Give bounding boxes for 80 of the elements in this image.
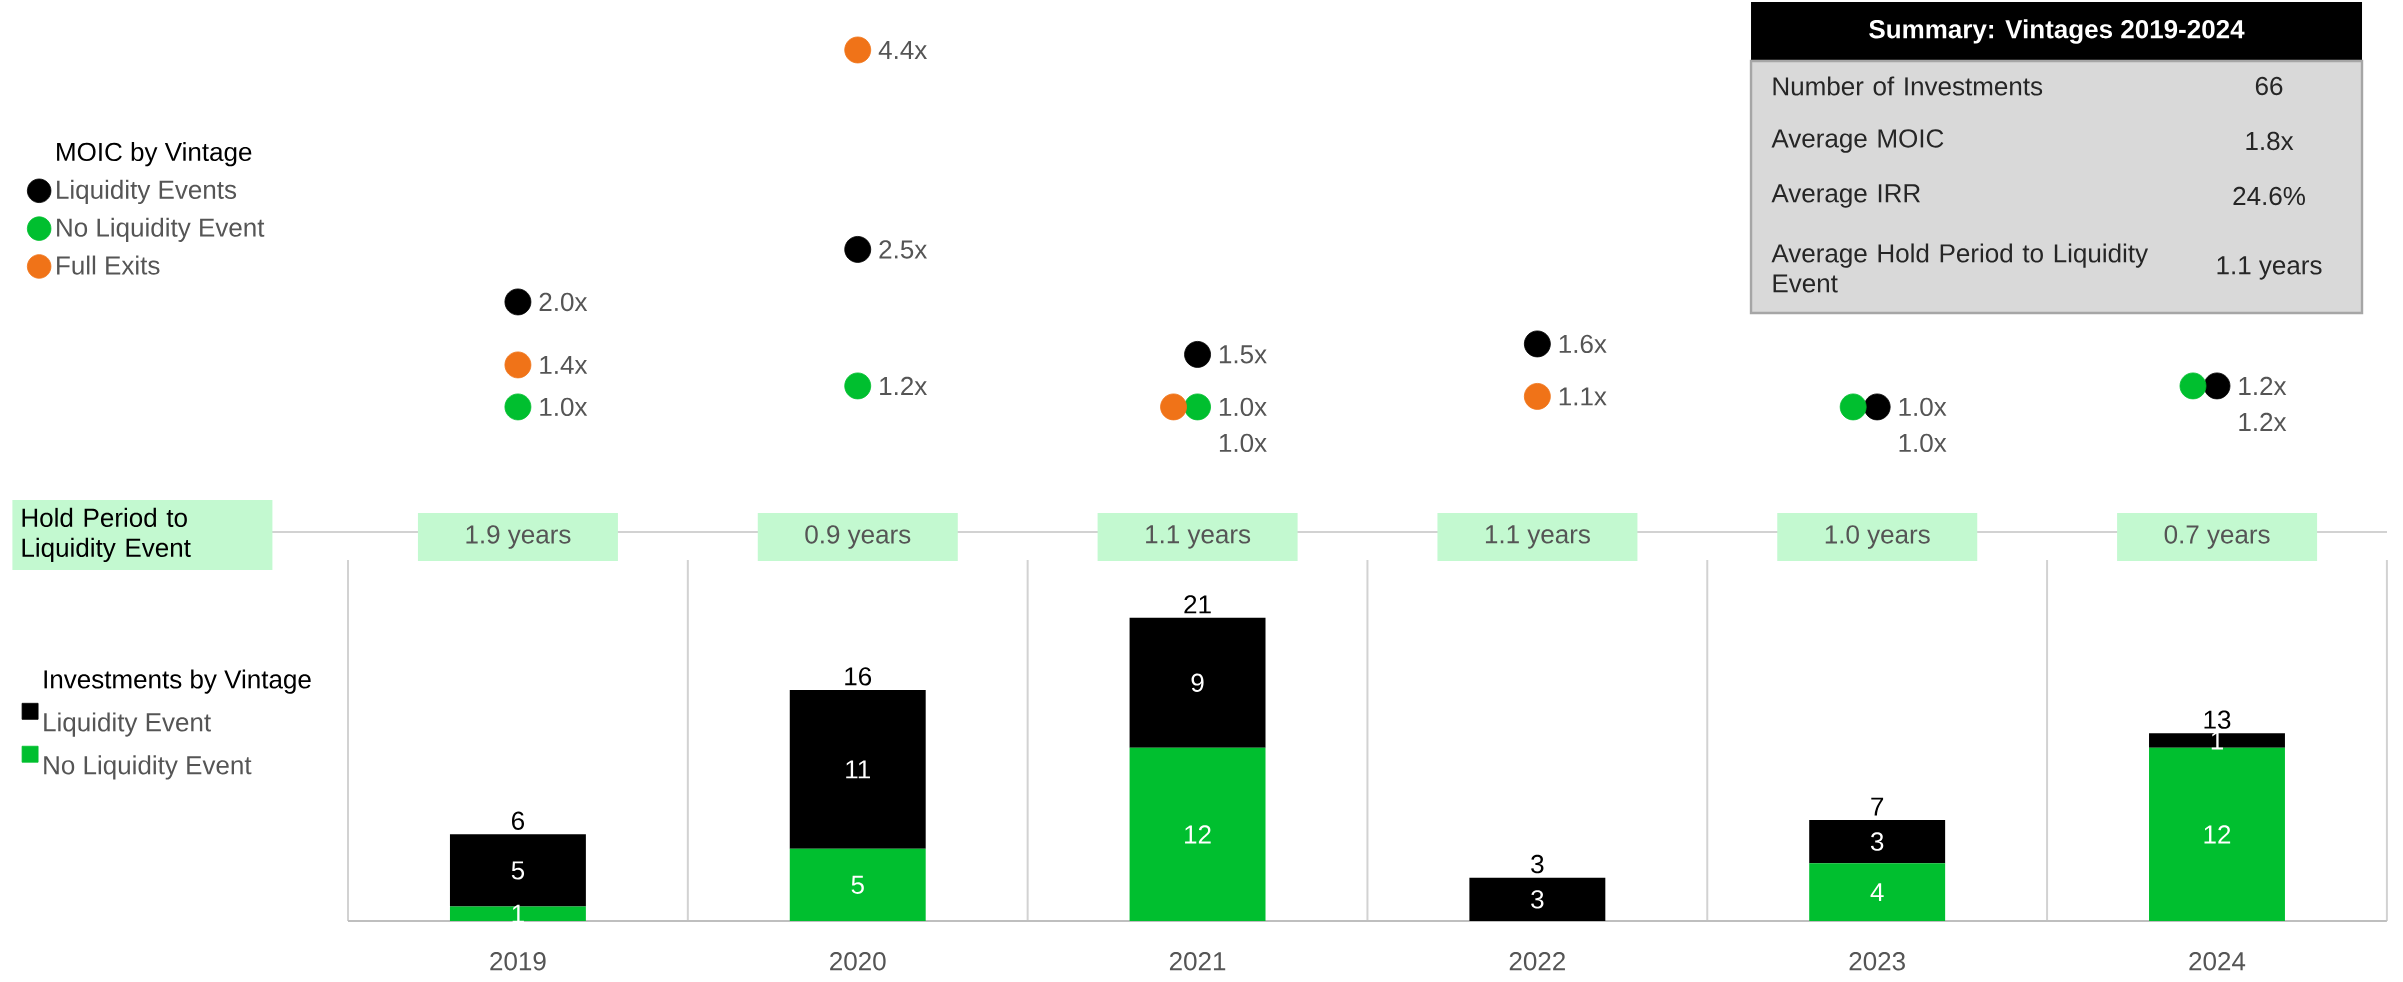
text: 0.9 years — [805, 525, 911, 549]
annotation: Average MOIC — [1771, 129, 1944, 153]
bar — [1809, 819, 1946, 864]
bar — [2149, 733, 2285, 748]
legend-title: Investments by Vintage — [44, 669, 311, 694]
bar — [449, 906, 586, 921]
text: 1.1 years — [1146, 525, 1251, 549]
total-label: 6 — [512, 811, 525, 830]
text: 0.7 years — [2164, 525, 2270, 549]
data-label: 1.0x — [540, 397, 588, 417]
x-tick-label: 2021 — [1169, 952, 1226, 971]
point — [1184, 341, 1211, 368]
total-label: 7 — [1871, 797, 1884, 816]
point — [1523, 330, 1551, 358]
point — [1863, 393, 1891, 421]
data-label: 1.0x — [1219, 433, 1267, 453]
x-tick-label: 2022 — [1509, 952, 1565, 971]
legend-label: Full Exits — [57, 255, 160, 275]
legend-label: Liquidity Events — [57, 179, 237, 205]
annotation: Number of Investments — [1773, 76, 2043, 96]
annotation: Average IRR — [1771, 184, 1920, 208]
bar — [1809, 863, 1946, 921]
data-label: 1.5x — [1219, 345, 1267, 364]
data-label: 1.1x — [1559, 387, 1607, 406]
data-label: 5 — [851, 875, 864, 894]
point — [844, 36, 872, 64]
bar — [1129, 747, 1266, 921]
x-tick-label: 2020 — [830, 952, 886, 971]
legend-label: No Liquidity Event — [44, 755, 252, 780]
bar — [1129, 617, 1266, 748]
total-label: 13 — [2204, 710, 2231, 729]
text: 1.1 years — [1485, 525, 1590, 549]
annotation: Average Hold Period to Liquidity Event — [1771, 243, 2149, 293]
point — [504, 351, 532, 379]
text: Hold Period to Liquidity Event — [22, 507, 191, 563]
point — [844, 236, 872, 263]
data-label: 3 — [1531, 890, 1544, 909]
annotation: 1.1 years — [2217, 256, 2322, 280]
data-label: 1.2x — [2239, 376, 2287, 395]
data-label: 1.2x — [880, 376, 928, 395]
data-label: 4.4x — [878, 41, 928, 59]
point — [1523, 383, 1551, 410]
annotation: 24.6% — [2233, 186, 2305, 206]
total-label: 21 — [1184, 595, 1211, 614]
data-label: 1.0x — [1899, 397, 1947, 417]
point — [504, 393, 532, 421]
bar — [789, 848, 926, 921]
legend-label: Liquidity Event — [44, 712, 211, 737]
total-label: 3 — [1531, 854, 1544, 874]
data-label: 2.0x — [539, 292, 588, 312]
total-label: 16 — [845, 667, 872, 686]
x-tick-label: 2024 — [2189, 952, 2246, 971]
data-label: 11 — [846, 760, 870, 779]
data-label: 12 — [1185, 825, 1211, 844]
legend-label: No Liquidity Event — [57, 217, 265, 242]
point — [2203, 372, 2231, 400]
text: 1.9 years — [466, 525, 571, 549]
legend-title: MOIC by Vintage — [57, 142, 252, 167]
data-label: 1.6x — [1559, 334, 1607, 354]
annotation: 66 — [2255, 76, 2283, 96]
text: 1.0 years — [1825, 525, 1930, 549]
data-label: 3 — [1870, 832, 1884, 851]
point — [504, 288, 532, 316]
text: Summary: Vintages 2019-2024 — [1869, 19, 2245, 44]
point — [1184, 393, 1211, 421]
bar — [1469, 877, 1606, 921]
data-label: 1.4x — [540, 355, 588, 374]
data-label: 2.5x — [879, 240, 928, 259]
data-label: 1.2x — [2239, 412, 2287, 431]
data-label: 1.0x — [1899, 433, 1947, 453]
annotation: 1.8x — [2246, 131, 2294, 151]
data-label: 4 — [1870, 883, 1884, 902]
x-tick-label: 2023 — [1849, 952, 1905, 971]
x-tick-label: 2019 — [490, 952, 546, 971]
data-label: 12 — [2204, 825, 2231, 844]
data-label: 9 — [1191, 673, 1204, 692]
point — [844, 372, 872, 400]
data-label: 5 — [511, 861, 525, 880]
data-label: 1.0x — [1219, 397, 1267, 417]
bar — [789, 689, 926, 849]
